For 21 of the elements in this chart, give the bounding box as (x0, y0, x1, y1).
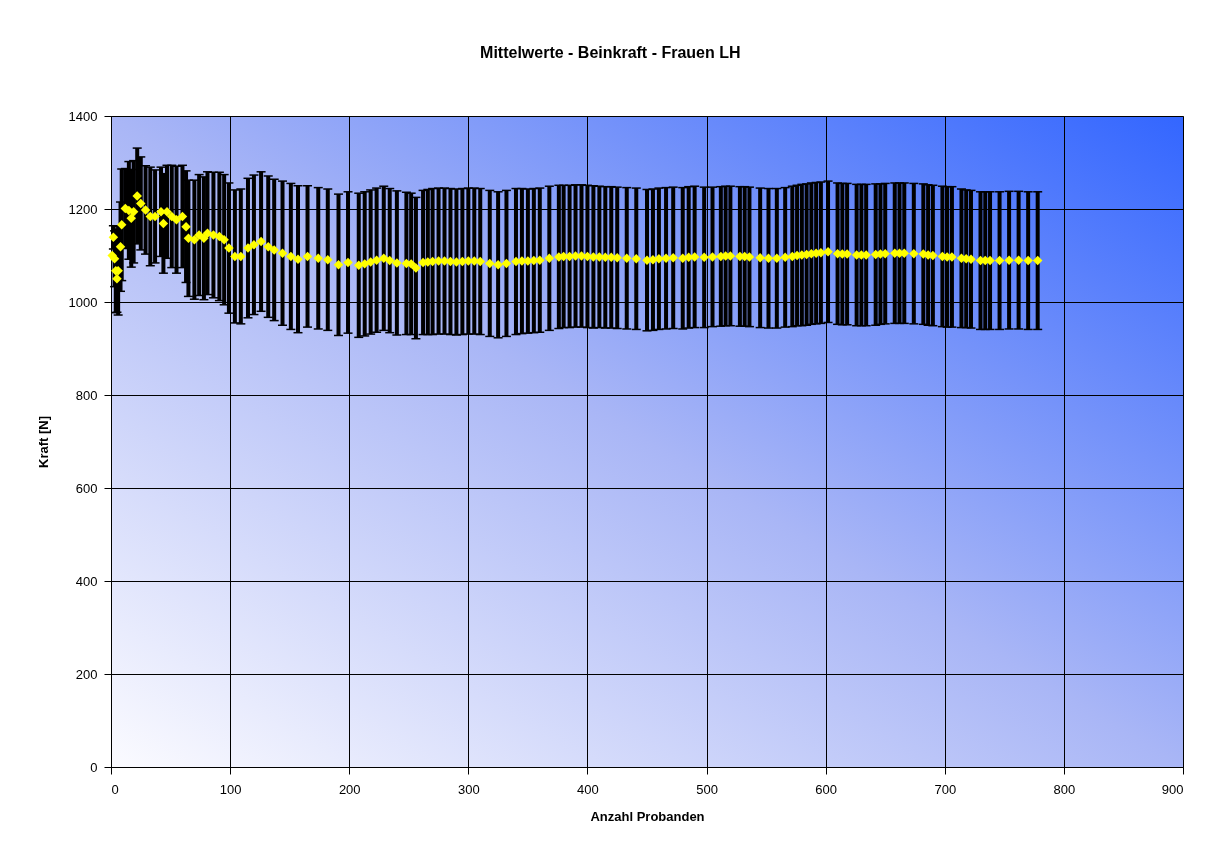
x-tick-label: 500 (696, 781, 718, 797)
y-tick-label: 800 (75, 387, 98, 403)
y-tick-label: 200 (75, 666, 98, 682)
x-axis-title: Anzahl Probanden (590, 808, 705, 824)
x-tick-label: 600 (815, 781, 838, 797)
chart-title: Mittelwerte - Beinkraft - Frauen LH (480, 44, 741, 61)
x-tick-label: 300 (457, 781, 480, 797)
y-tick-label: 600 (75, 480, 98, 496)
x-tick-label: 400 (577, 781, 599, 797)
y-tick-label: 400 (75, 573, 98, 589)
y-tick-label: 1200 (68, 201, 98, 217)
x-tick-label: 800 (1053, 781, 1076, 797)
x-tick-label: 100 (219, 781, 242, 797)
y-tick-label: 0 (90, 759, 98, 775)
x-tick-label: 0 (111, 781, 119, 797)
y-axis-title: Kraft [N] (35, 416, 51, 468)
y-tick-label: 1000 (68, 294, 98, 310)
x-tick-label: 700 (934, 781, 957, 797)
x-tick-label: 900 (1161, 781, 1184, 797)
x-tick-label: 200 (338, 781, 361, 797)
y-tick-label: 1400 (68, 108, 98, 124)
